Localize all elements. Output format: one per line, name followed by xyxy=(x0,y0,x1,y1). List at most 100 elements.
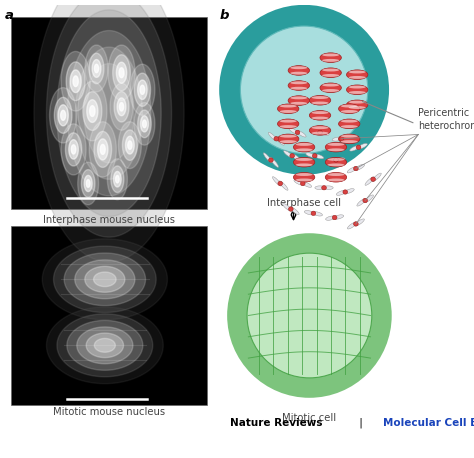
Ellipse shape xyxy=(341,104,358,108)
Ellipse shape xyxy=(340,136,350,141)
Ellipse shape xyxy=(240,26,368,153)
Ellipse shape xyxy=(337,190,346,195)
Ellipse shape xyxy=(356,145,361,149)
Ellipse shape xyxy=(280,104,297,108)
Ellipse shape xyxy=(328,158,345,161)
Ellipse shape xyxy=(219,5,389,174)
Polygon shape xyxy=(67,31,151,196)
Polygon shape xyxy=(71,145,76,154)
Ellipse shape xyxy=(322,185,327,190)
Ellipse shape xyxy=(315,186,325,190)
Ellipse shape xyxy=(268,132,277,141)
Polygon shape xyxy=(58,105,68,126)
Polygon shape xyxy=(94,131,111,167)
Polygon shape xyxy=(85,45,108,92)
Ellipse shape xyxy=(328,143,345,146)
Polygon shape xyxy=(78,81,107,141)
Ellipse shape xyxy=(323,186,333,190)
Ellipse shape xyxy=(371,177,375,181)
Ellipse shape xyxy=(290,207,299,215)
Ellipse shape xyxy=(270,157,279,167)
Ellipse shape xyxy=(349,101,366,104)
Ellipse shape xyxy=(290,97,307,99)
Ellipse shape xyxy=(275,136,284,145)
Polygon shape xyxy=(89,122,116,177)
Polygon shape xyxy=(128,141,132,149)
Ellipse shape xyxy=(311,111,328,114)
Ellipse shape xyxy=(277,134,299,144)
Ellipse shape xyxy=(293,158,315,167)
Polygon shape xyxy=(140,85,145,94)
Ellipse shape xyxy=(347,222,357,229)
Ellipse shape xyxy=(325,158,346,167)
Polygon shape xyxy=(113,55,130,91)
Ellipse shape xyxy=(343,190,347,194)
Ellipse shape xyxy=(322,69,339,71)
Ellipse shape xyxy=(313,154,324,159)
Ellipse shape xyxy=(310,125,331,135)
Polygon shape xyxy=(61,124,86,175)
Polygon shape xyxy=(134,73,151,106)
Polygon shape xyxy=(83,92,102,131)
Polygon shape xyxy=(94,338,115,352)
Polygon shape xyxy=(82,169,95,197)
Text: |: | xyxy=(356,418,366,428)
Ellipse shape xyxy=(296,131,306,137)
Ellipse shape xyxy=(346,85,368,95)
Polygon shape xyxy=(65,133,82,166)
Polygon shape xyxy=(94,64,99,73)
Ellipse shape xyxy=(341,110,358,113)
Ellipse shape xyxy=(311,102,328,104)
Ellipse shape xyxy=(280,120,297,123)
Ellipse shape xyxy=(311,211,316,215)
Ellipse shape xyxy=(290,87,307,90)
Ellipse shape xyxy=(280,110,297,113)
Polygon shape xyxy=(84,175,92,191)
Bar xyxy=(11,17,207,209)
Ellipse shape xyxy=(349,71,366,73)
Polygon shape xyxy=(57,314,153,377)
Ellipse shape xyxy=(319,131,329,136)
Ellipse shape xyxy=(349,86,366,88)
Ellipse shape xyxy=(264,153,272,163)
Text: Interphase mouse nucleus: Interphase mouse nucleus xyxy=(43,215,175,225)
Ellipse shape xyxy=(293,142,315,152)
Polygon shape xyxy=(108,45,135,100)
Ellipse shape xyxy=(338,134,360,144)
Polygon shape xyxy=(86,333,124,358)
Polygon shape xyxy=(78,162,99,205)
Ellipse shape xyxy=(312,153,317,158)
Ellipse shape xyxy=(296,179,313,181)
Ellipse shape xyxy=(296,173,313,176)
Ellipse shape xyxy=(338,104,360,114)
Ellipse shape xyxy=(325,142,346,152)
Polygon shape xyxy=(134,103,155,145)
Polygon shape xyxy=(119,68,124,78)
Ellipse shape xyxy=(296,164,313,166)
Ellipse shape xyxy=(293,172,315,182)
Ellipse shape xyxy=(322,89,339,92)
Ellipse shape xyxy=(341,120,358,123)
Ellipse shape xyxy=(335,158,345,162)
Ellipse shape xyxy=(247,253,372,378)
Polygon shape xyxy=(64,253,146,305)
Ellipse shape xyxy=(350,146,360,151)
Ellipse shape xyxy=(341,135,358,138)
Ellipse shape xyxy=(295,130,300,135)
Ellipse shape xyxy=(354,222,358,226)
Polygon shape xyxy=(75,260,135,299)
Polygon shape xyxy=(61,51,90,111)
Ellipse shape xyxy=(304,211,315,215)
Ellipse shape xyxy=(273,177,282,186)
Ellipse shape xyxy=(290,72,307,75)
Text: Interphase cell: Interphase cell xyxy=(267,198,341,208)
Text: Nature Reviews: Nature Reviews xyxy=(230,419,322,428)
Ellipse shape xyxy=(328,173,345,176)
Ellipse shape xyxy=(279,181,288,190)
Polygon shape xyxy=(138,110,151,138)
Polygon shape xyxy=(34,0,184,262)
Polygon shape xyxy=(90,106,95,116)
Ellipse shape xyxy=(333,215,344,219)
Ellipse shape xyxy=(334,158,338,162)
Text: Mitotic cell: Mitotic cell xyxy=(283,414,337,424)
